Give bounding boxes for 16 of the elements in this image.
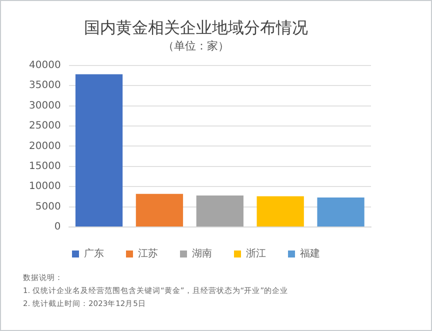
y-tick-label: 20000 xyxy=(29,140,61,152)
legend-label: 江苏 xyxy=(138,248,158,260)
y-tick-label: 10000 xyxy=(29,181,61,192)
y-tick-label: 30000 xyxy=(29,100,61,112)
y-tick-label: 35000 xyxy=(29,80,61,92)
y-tick-label: 40000 xyxy=(29,60,61,71)
chart-title: 国内黄金相关企业地域分布情况 xyxy=(84,18,308,37)
y-tick-label: 5000 xyxy=(35,201,61,212)
chart-subtitle: （单位：家） xyxy=(163,40,229,53)
legend-label: 浙江 xyxy=(246,248,266,260)
y-tick-label: 25000 xyxy=(29,120,61,132)
legend-label: 湖南 xyxy=(192,248,212,260)
legend-label: 广东 xyxy=(84,248,104,260)
y-tick-label: 0 xyxy=(54,222,61,233)
y-tick-label: 15000 xyxy=(29,160,61,172)
legend-label: 福建 xyxy=(300,248,320,260)
